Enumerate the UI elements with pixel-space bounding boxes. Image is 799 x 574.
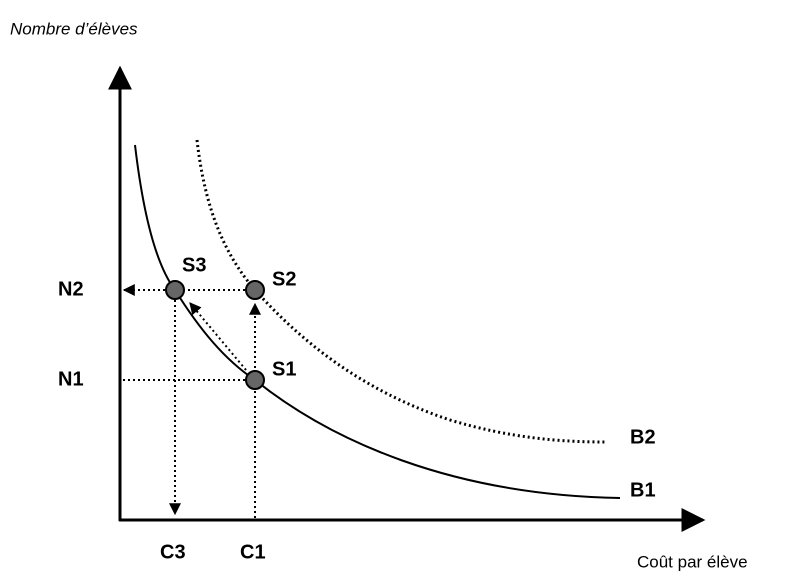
point-s1 bbox=[245, 370, 265, 390]
x-level-label: C1 bbox=[240, 541, 266, 563]
point-s2 bbox=[245, 280, 265, 300]
shift-arrow bbox=[189, 302, 247, 371]
y-level-label: N1 bbox=[58, 368, 84, 390]
curve-label: B1 bbox=[630, 479, 656, 501]
point-s3 bbox=[165, 280, 185, 300]
y-level-label: N2 bbox=[58, 278, 84, 300]
curve-b2 bbox=[195, 139, 606, 444]
point-label: S2 bbox=[272, 268, 296, 290]
curve-b1 bbox=[134, 144, 621, 499]
curve-label: B2 bbox=[630, 426, 656, 448]
y-axis-label: Nombre d’élèves bbox=[10, 19, 138, 38]
point-label: S1 bbox=[272, 358, 296, 380]
x-axis-label: Coût par élève bbox=[637, 552, 748, 571]
x-level-label: C3 bbox=[160, 541, 186, 563]
point-label: S3 bbox=[182, 254, 206, 276]
